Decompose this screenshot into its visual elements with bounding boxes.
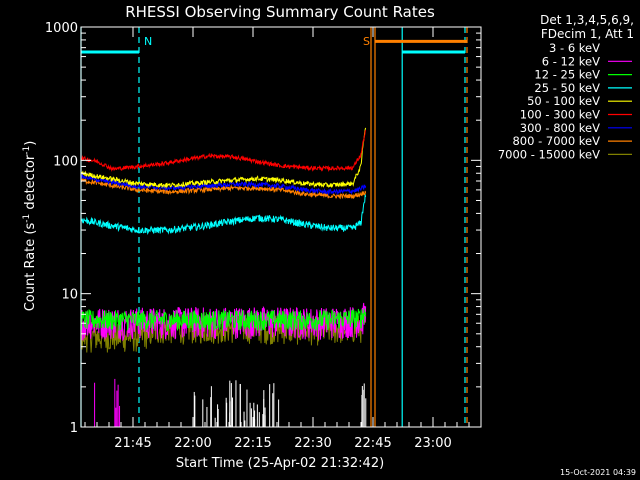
legend-label-50-100-kev: 50 - 100 keV	[527, 94, 600, 108]
y-axis-label-end: )	[23, 141, 38, 146]
y-axis-label-main: Count Rate (s	[23, 223, 38, 312]
chart-title: RHESSI Observing Summary Count Rates	[125, 3, 435, 21]
axes-frame	[80, 26, 482, 428]
legend-label-3-6-kev: 3 - 6 keV	[549, 41, 600, 55]
legend-label-7000-15000-kev: 7000 - 15000 keV	[498, 147, 600, 161]
series-spikes-6-12-kev	[94, 378, 121, 427]
series-line-50-100-kev	[80, 127, 367, 189]
x-tick-label-4: 22:45	[354, 436, 391, 451]
series-line-12-25-kev	[80, 308, 367, 332]
y-tick-label-1: 10	[61, 288, 78, 303]
y-axis-label-sup2: -1	[22, 146, 32, 155]
legend-header-line-2: FDecim 1, Att 1	[541, 27, 634, 41]
y-tick-label-0: 1	[70, 421, 78, 436]
legend-label-300-800-kev: 300 - 800 keV	[520, 121, 600, 135]
y-axis-label-mid: detector	[23, 154, 38, 214]
legend-label-12-25-kev: 12 - 25 keV	[534, 68, 600, 82]
x-tick-label-3: 22:30	[294, 436, 331, 451]
y-axis-label: Count Rate (s-1 detector-1)	[22, 141, 38, 312]
x-axis-label: Start Time (25-Apr-02 21:32:42)	[176, 456, 384, 471]
flag-label-s: S	[363, 35, 370, 48]
series-spikes-3-6-kev-late	[361, 383, 367, 427]
generation-timestamp: 15-Oct-2021 04:39	[560, 468, 636, 477]
y-tick-label-2: 100	[53, 154, 78, 169]
ticks-layer: 21:45 22:00 22:15 22:30 22:45 23:00 1 10 100 1000	[45, 21, 481, 451]
series-line-300-800-kev	[80, 172, 367, 196]
x-tick-label-2: 22:15	[234, 436, 271, 451]
x-tick-label-5: 23:00	[414, 436, 451, 451]
legend-label-25-50-kev: 25 - 50 keV	[534, 81, 600, 95]
legend-label-800-7000-kev: 800 - 7000 keV	[512, 134, 600, 148]
x-tick-label-1: 22:00	[174, 436, 211, 451]
legend: Det 1,3,4,5,6,9, FDecim 1, Att 1 3 - 6 k…	[498, 13, 634, 161]
flag-label-n: N	[144, 35, 152, 48]
series-spikes-3-6-kev	[193, 380, 280, 427]
series-line-100-300-kev	[80, 130, 367, 173]
x-tick-label-0: 21:45	[114, 436, 151, 451]
y-tick-label-3: 1000	[45, 21, 78, 36]
series-line-800-7000-kev	[80, 177, 367, 200]
y-axis-label-sup1: -1	[22, 214, 32, 223]
legend-header-line-1: Det 1,3,4,5,6,9,	[540, 13, 634, 27]
legend-label-6-12-kev: 6 - 12 keV	[542, 54, 600, 68]
legend-label-100-300-kev: 100 - 300 keV	[520, 108, 600, 122]
series-line-25-50-kev	[80, 194, 367, 236]
